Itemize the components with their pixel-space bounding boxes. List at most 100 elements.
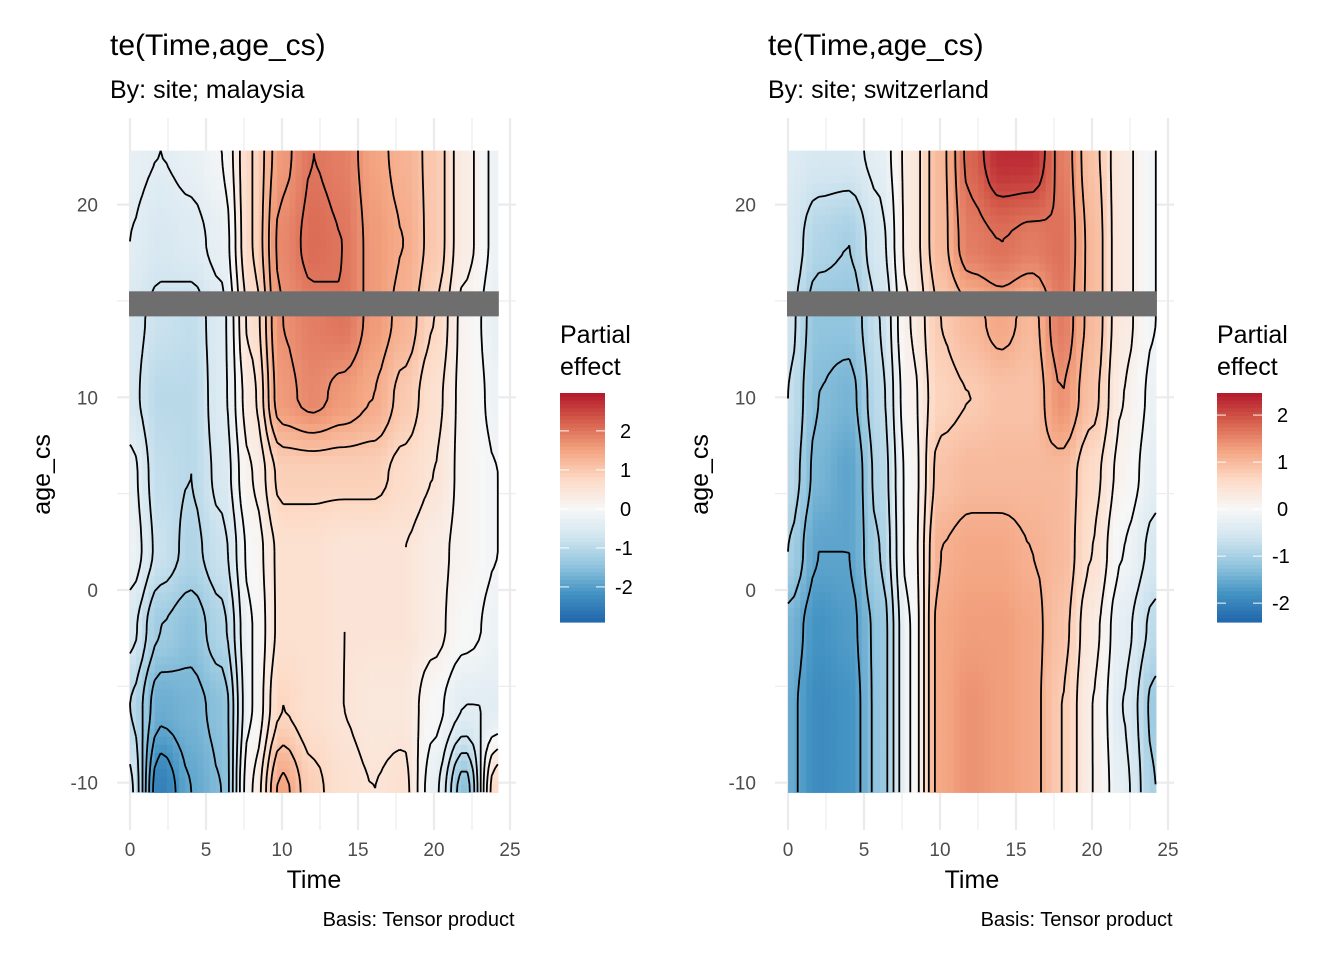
heatmap-cell xyxy=(467,439,474,449)
heatmap-cell xyxy=(461,575,468,585)
heatmap-cell xyxy=(264,768,272,777)
heatmap-cell xyxy=(393,214,401,224)
heatmap-cell xyxy=(399,776,407,785)
heatmap-cell xyxy=(191,768,199,777)
heatmap-cell xyxy=(271,351,278,360)
heatmap-cell xyxy=(393,647,401,657)
heatmap-cell xyxy=(295,487,303,497)
heatmap-cell xyxy=(344,591,352,601)
x-tick-label: 10 xyxy=(271,840,292,861)
heatmap-cell xyxy=(369,190,376,200)
heatmap-cell xyxy=(332,551,340,561)
heatmap-cell xyxy=(332,463,340,473)
heatmap-cell xyxy=(160,639,168,649)
heatmap-cell xyxy=(221,519,229,529)
heatmap-cell xyxy=(203,784,211,793)
heatmap-cell xyxy=(375,591,382,601)
heatmap-cell xyxy=(277,768,284,777)
heatmap-cell xyxy=(203,575,211,585)
heatmap-cell xyxy=(381,647,389,657)
heatmap-cell xyxy=(320,190,327,200)
heatmap-cell xyxy=(191,599,199,609)
heatmap-cell xyxy=(405,720,413,729)
heatmap-cell xyxy=(375,278,382,288)
heatmap-cell xyxy=(978,784,985,793)
heatmap-cell xyxy=(375,583,382,593)
heatmap-cell xyxy=(424,479,432,489)
heatmap-cell xyxy=(313,246,321,256)
heatmap-cell xyxy=(418,238,425,248)
heatmap-cell xyxy=(1039,784,1047,793)
heatmap-cell xyxy=(185,551,192,561)
heatmap-cell xyxy=(258,736,266,745)
heatmap-cell xyxy=(485,343,493,352)
heatmap-cell xyxy=(491,623,499,633)
heatmap-cell xyxy=(467,623,474,633)
heatmap-cell xyxy=(234,206,241,216)
heatmap-cell xyxy=(160,704,168,713)
heatmap-cell xyxy=(430,688,438,697)
heatmap-cell xyxy=(179,736,186,745)
heatmap-cell xyxy=(209,575,217,585)
heatmap-cell xyxy=(301,736,309,745)
heatmap-cell xyxy=(234,583,241,593)
heatmap-cell xyxy=(332,728,340,737)
heatmap-cell xyxy=(442,415,450,424)
heatmap-cell xyxy=(313,166,321,176)
heatmap-cell xyxy=(381,768,389,777)
heatmap-cell xyxy=(209,728,217,737)
heatmap-cell xyxy=(154,399,162,408)
heatmap-cell xyxy=(240,728,248,737)
heatmap-cell xyxy=(454,744,462,753)
heatmap-cell xyxy=(904,784,912,793)
heatmap-cell xyxy=(405,230,413,240)
heatmap-cell xyxy=(160,383,168,392)
heatmap-cell xyxy=(172,351,180,360)
heatmap-cell xyxy=(160,672,168,681)
heatmap-cell xyxy=(454,599,462,609)
heatmap-cell xyxy=(264,615,272,625)
heatmap-cell xyxy=(344,696,352,705)
heatmap-cell xyxy=(491,728,499,737)
heatmap-cell xyxy=(209,599,217,609)
heatmap-cell xyxy=(197,663,205,673)
heatmap-cell xyxy=(430,254,438,264)
heatmap-cell xyxy=(252,672,260,681)
heatmap-cell xyxy=(209,615,217,625)
heatmap-cell xyxy=(234,407,241,416)
heatmap-cell xyxy=(240,335,248,344)
heatmap-cell xyxy=(424,688,432,697)
heatmap-cell xyxy=(338,704,346,713)
heatmap-cell xyxy=(258,639,266,649)
heatmap-cell xyxy=(295,246,303,256)
heatmap-cell xyxy=(172,158,180,168)
heatmap-cell xyxy=(430,607,438,617)
heatmap-cell xyxy=(491,383,499,392)
heatmap-cell xyxy=(399,487,407,497)
heatmap-cell xyxy=(344,647,352,657)
heatmap-cell xyxy=(246,150,254,160)
heatmap-cell xyxy=(277,278,284,288)
heatmap-cell xyxy=(179,319,186,328)
heatmap-cell xyxy=(454,431,462,441)
heatmap-cell xyxy=(191,246,199,256)
contour-line xyxy=(251,150,446,793)
heatmap-cell xyxy=(454,503,462,513)
heatmap-cell xyxy=(332,423,340,432)
heatmap-cell xyxy=(228,222,235,232)
heatmap-cell xyxy=(313,639,321,649)
heatmap-cell xyxy=(448,174,456,184)
heatmap-cell xyxy=(240,327,248,336)
heatmap-cell xyxy=(326,551,333,561)
heatmap-cell xyxy=(387,431,395,441)
heatmap-cell xyxy=(344,174,352,184)
heatmap-cell xyxy=(356,399,364,408)
heatmap-cell xyxy=(197,327,205,336)
heatmap-cell xyxy=(362,728,370,737)
heatmap-cell xyxy=(338,471,346,481)
heatmap-cell xyxy=(240,166,248,176)
heatmap-cell xyxy=(393,262,401,272)
heatmap-cell xyxy=(240,688,248,697)
heatmap-cell xyxy=(246,784,254,793)
heatmap-cell xyxy=(320,479,327,489)
